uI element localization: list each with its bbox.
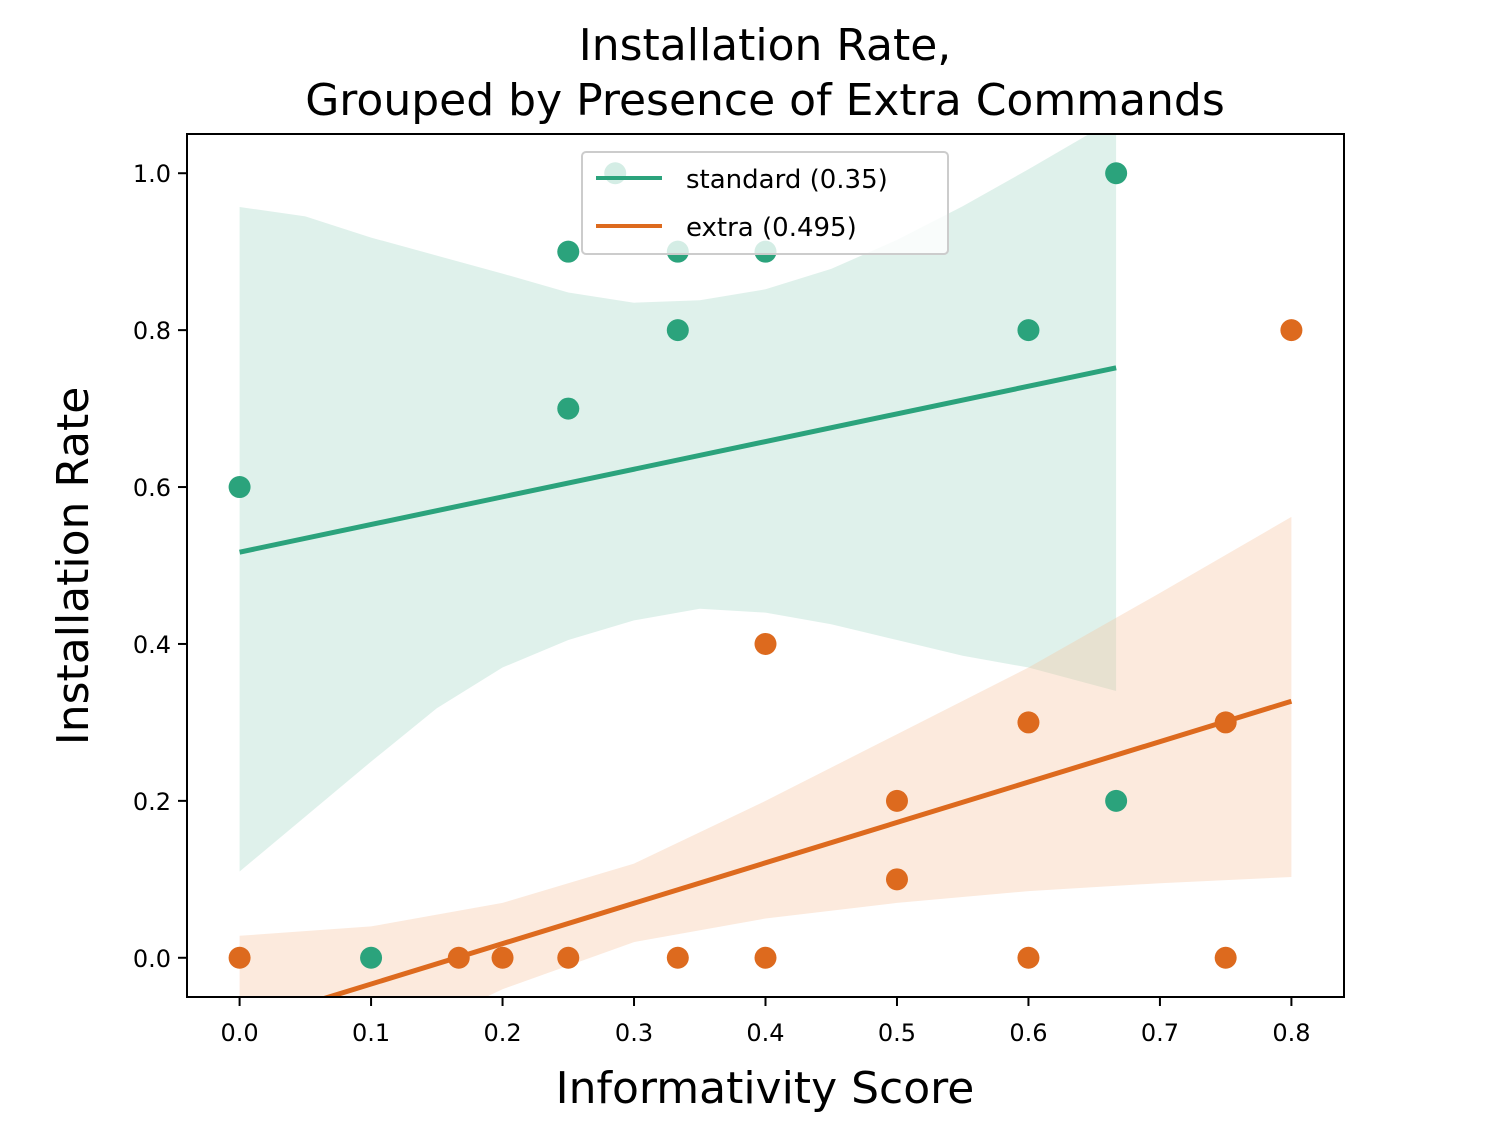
point-extra [491, 946, 514, 969]
x-tick-label: 0.3 [615, 1019, 653, 1047]
confidence-band-extra [239, 516, 1292, 997]
confidence-band-standard [239, 134, 1117, 872]
x-tick-label: 0.4 [746, 1019, 784, 1047]
x-axis-ticks: 0.0 0.1 0.2 0.3 0.4 0.5 0.6 0.7 0.8 [221, 997, 1310, 1047]
y-axis-ticks: 0.0 0.2 0.4 0.6 0.8 1.0 [133, 160, 187, 973]
point-standard [557, 240, 580, 263]
x-tick-label: 0.2 [483, 1019, 521, 1047]
point-standard [1105, 162, 1128, 185]
point-extra [1214, 711, 1237, 734]
x-tick-label: 0.6 [1009, 1019, 1047, 1047]
point-extra [228, 946, 251, 969]
legend: standard (0.35) extra (0.495) [581, 151, 949, 255]
regression-line-standard [239, 365, 1117, 555]
point-standard [1017, 319, 1040, 342]
chart-title-line-2: Grouped by Presence of Extra Commands [305, 75, 1225, 126]
y-axis-label: Installation Rate [48, 387, 99, 746]
y-tick-label: 0.0 [133, 945, 171, 973]
point-extra [885, 868, 908, 891]
legend-label-extra: extra (0.495) [686, 213, 857, 243]
point-standard [228, 476, 251, 499]
y-tick-label: 0.6 [133, 474, 171, 502]
y-tick-label: 0.4 [133, 631, 171, 659]
x-tick-label: 0.0 [221, 1019, 259, 1047]
legend-label-standard: standard (0.35) [686, 165, 888, 195]
point-extra [1280, 319, 1303, 342]
point-extra [754, 946, 777, 969]
chart-title-line-1: Installation Rate, [579, 20, 952, 71]
confidence-bands [239, 134, 1292, 997]
point-extra [1017, 711, 1040, 734]
point-extra [557, 946, 580, 969]
regression-line-extra [320, 698, 1293, 997]
point-standard [360, 946, 383, 969]
point-extra [1017, 946, 1040, 969]
y-tick-label: 0.8 [133, 317, 171, 345]
y-tick-label: 1.0 [133, 160, 171, 188]
regression-lines [239, 365, 1293, 997]
point-extra [447, 946, 470, 969]
x-tick-label: 0.8 [1272, 1019, 1310, 1047]
x-axis-label: Informativity Score [556, 1063, 975, 1114]
y-tick-label: 0.2 [133, 788, 171, 816]
point-extra [1214, 946, 1237, 969]
point-extra [885, 789, 908, 812]
point-standard [557, 397, 580, 420]
legend-box [581, 151, 949, 255]
point-extra [666, 946, 689, 969]
x-tick-label: 0.5 [878, 1019, 916, 1047]
point-standard [1105, 789, 1128, 812]
x-tick-label: 0.1 [352, 1019, 390, 1047]
point-extra [754, 632, 777, 655]
point-standard [666, 319, 689, 342]
x-tick-label: 0.7 [1141, 1019, 1179, 1047]
